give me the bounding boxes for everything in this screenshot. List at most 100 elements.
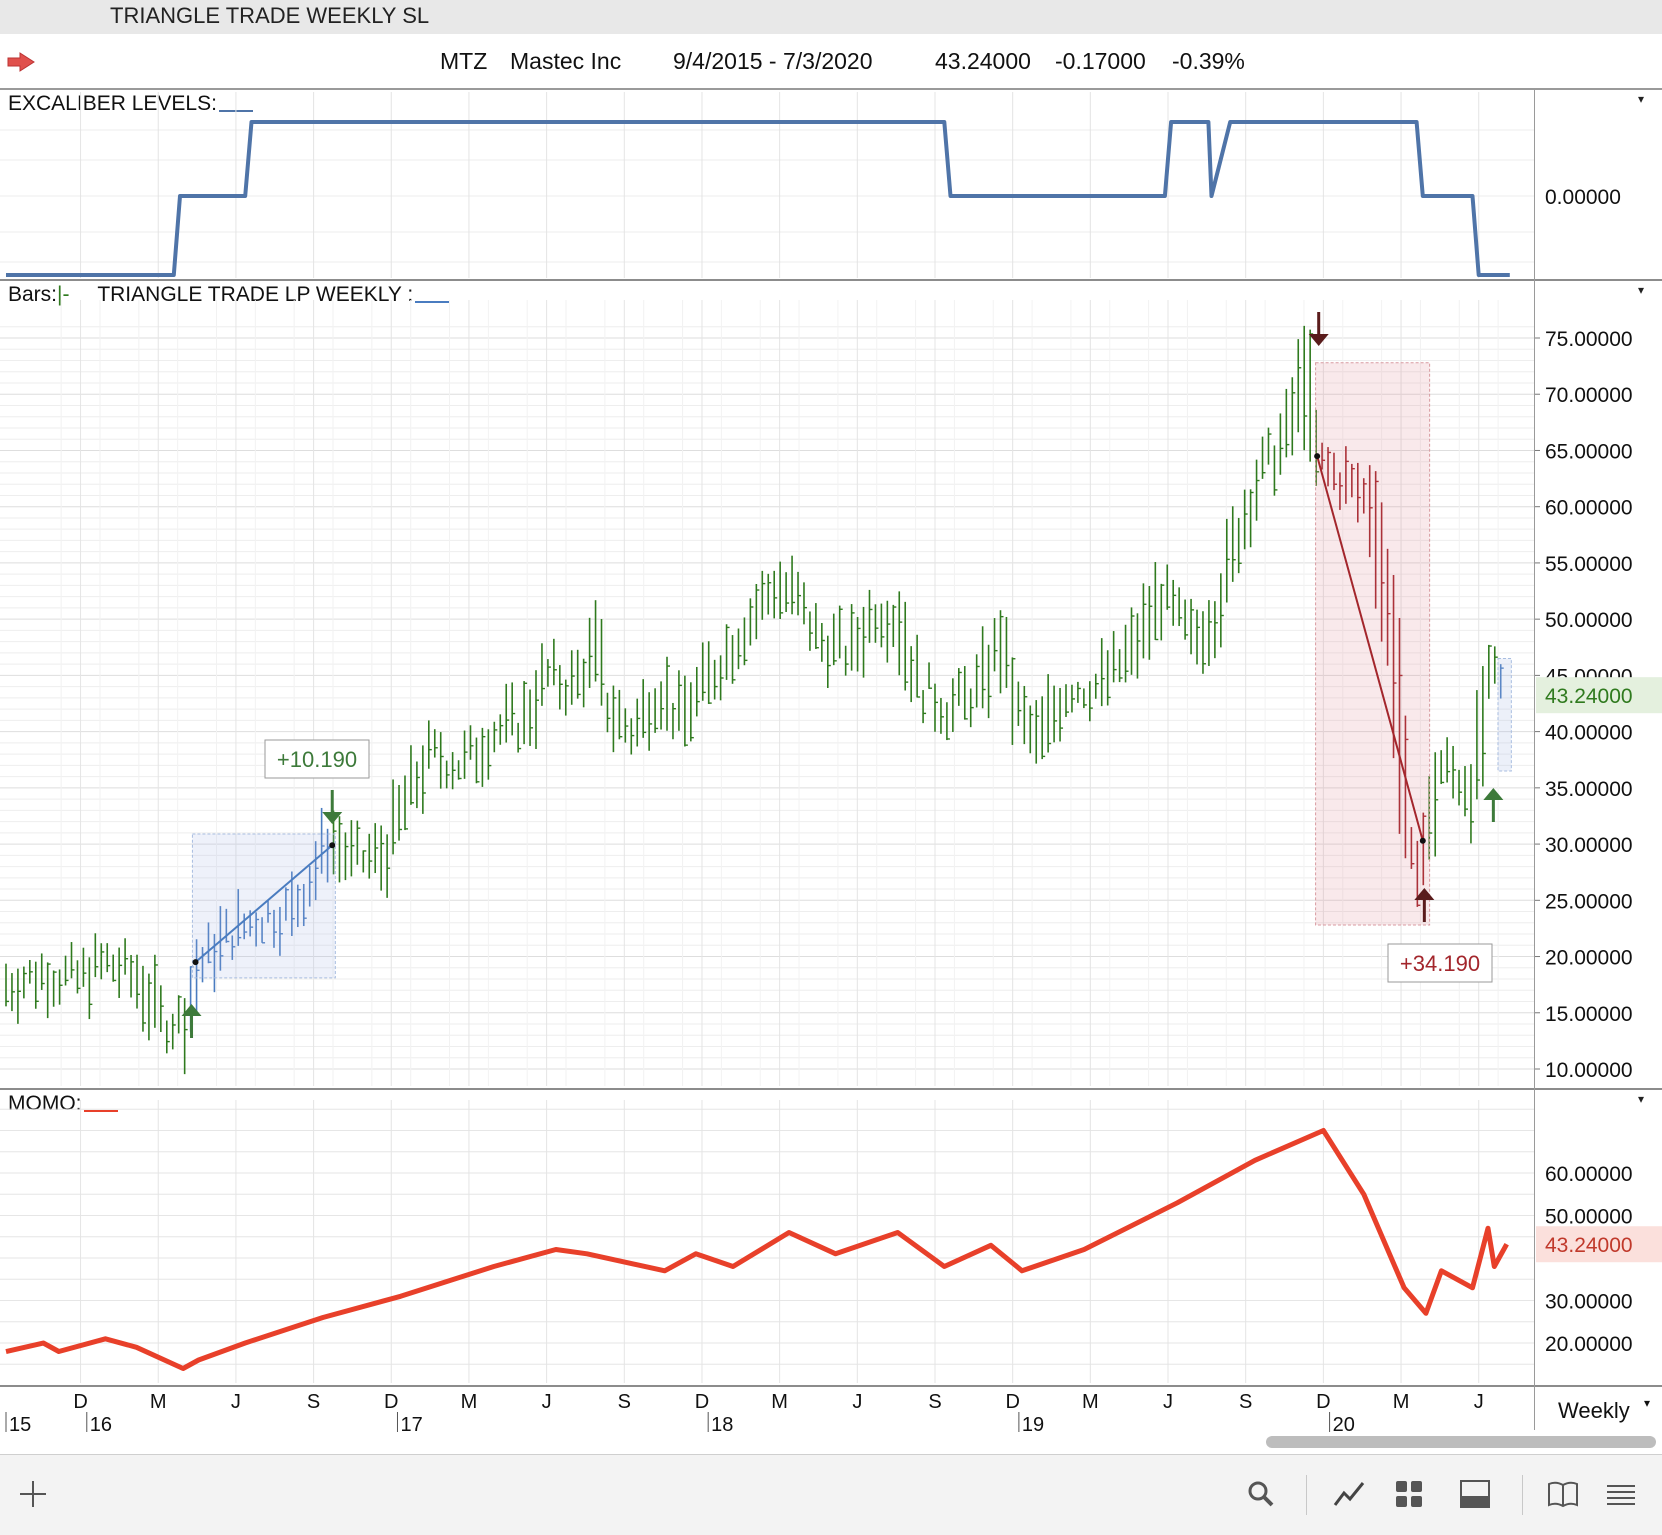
date-range: 9/4/2015 - 7/3/2020 <box>673 48 873 74</box>
momo-axis-label: 60.00000 <box>1545 1163 1633 1186</box>
arrow-head <box>322 812 343 824</box>
price-axis-label: 75.00000 <box>1545 328 1633 351</box>
month-label: M <box>1082 1391 1099 1413</box>
pane-divider <box>0 1385 1662 1387</box>
window-titlebar: TRIANGLE TRADE WEEKLY SL <box>0 0 1662 35</box>
buy-arrow-icon <box>1483 788 1504 822</box>
last-price: 43.24000 <box>935 48 1031 74</box>
short-arrow-icon <box>1308 312 1329 346</box>
momo-axis-label: 20.00000 <box>1545 1333 1633 1356</box>
price-axis-label: 40.00000 <box>1545 722 1633 745</box>
toolbar-separator <box>1306 1475 1307 1515</box>
price-last-badge-text: 43.24000 <box>1545 685 1633 708</box>
month-label: D <box>1005 1391 1019 1413</box>
price-axis-label: 15.00000 <box>1545 1003 1633 1026</box>
levels-pane-menu-icon[interactable]: ▾ <box>1638 92 1645 106</box>
momo-axis-label: 30.00000 <box>1545 1291 1633 1314</box>
arrow-head <box>1483 788 1504 800</box>
trade2-result-label-box <box>1387 943 1493 983</box>
indicator-legend-swatch <box>415 301 450 303</box>
trade2-result-label: +34.190 <box>1387 943 1493 983</box>
exit-dot <box>329 842 336 849</box>
month-label: S <box>618 1391 631 1413</box>
price-axis-label: 10.00000 <box>1545 1059 1633 1082</box>
pane-divider[interactable] <box>0 1088 1662 1090</box>
month-label: S <box>1239 1391 1252 1413</box>
price-change: -0.17000 <box>1055 48 1146 74</box>
menu-icon[interactable] <box>1604 1477 1638 1511</box>
pane-divider[interactable] <box>0 279 1662 281</box>
trade1-result-label-box <box>264 739 370 779</box>
price-axis-label: 25.00000 <box>1545 890 1633 913</box>
short-trade-line <box>1316 455 1424 841</box>
year-label: 17 <box>400 1414 422 1436</box>
layout-icon[interactable] <box>1458 1477 1492 1511</box>
month-label: S <box>928 1391 941 1413</box>
momo-last-badge <box>1536 1226 1662 1263</box>
forward-arrow-icon[interactable] <box>6 51 36 73</box>
year-label: 15 <box>9 1414 31 1436</box>
long-trade-box <box>191 833 336 979</box>
trade2-result-label-text: +34.190 <box>1400 951 1480 976</box>
price-axis-label: 55.00000 <box>1545 553 1633 576</box>
month-label: J <box>231 1391 241 1413</box>
price-axis-label: 20.00000 <box>1545 947 1633 970</box>
price-axis-label: 70.00000 <box>1545 384 1633 407</box>
window-title: TRIANGLE TRADE WEEKLY SL <box>110 3 430 28</box>
add-icon[interactable] <box>16 1477 50 1511</box>
bottom-toolbar <box>0 1454 1662 1535</box>
trade1-result-label-text: +10.190 <box>277 747 357 772</box>
price-pane-label: Bars:|- TRIANGLE TRADE LP WEEKLY : <box>8 283 450 307</box>
arrow-head <box>1308 334 1329 346</box>
year-label: 20 <box>1333 1414 1355 1436</box>
month-label: M <box>461 1391 478 1413</box>
book-icon[interactable] <box>1546 1477 1580 1511</box>
current-trade-box <box>1497 658 1512 772</box>
timeframe-selector[interactable]: Weekly ▾ <box>1536 1390 1662 1434</box>
price-pane-menu-icon[interactable]: ▾ <box>1638 283 1645 297</box>
arrow-head <box>1414 888 1435 900</box>
month-label: J <box>542 1391 552 1413</box>
price-axis-label: 35.00000 <box>1545 778 1633 801</box>
grid-icon[interactable] <box>1392 1477 1426 1511</box>
levels-line <box>6 120 1510 277</box>
entry-dot <box>1314 453 1321 460</box>
buy-arrow-icon <box>181 1004 202 1038</box>
month-label: D <box>1316 1391 1330 1413</box>
levels-label-text: EXCALIBER LEVELS: <box>8 92 217 115</box>
month-label: D <box>73 1391 87 1413</box>
levels-axis-label: 0.00000 <box>1545 186 1621 209</box>
price-axis-label: 60.00000 <box>1545 497 1633 520</box>
arrow-head <box>181 1004 202 1016</box>
trade1-result-label: +10.190 <box>264 739 370 779</box>
indicator-label-text: TRIANGLE TRADE LP WEEKLY : <box>97 283 414 306</box>
month-label: J <box>1163 1391 1173 1413</box>
year-label: 16 <box>90 1414 112 1436</box>
symbol-ticker: MTZ <box>440 48 488 74</box>
month-label: J <box>1474 1391 1484 1413</box>
company-name: Mastec Inc <box>510 48 622 74</box>
month-label: M <box>771 1391 788 1413</box>
horizontal-scrollbar[interactable] <box>1266 1436 1656 1448</box>
right-axis-border <box>1534 90 1535 1430</box>
price-axis-label: 65.00000 <box>1545 440 1633 463</box>
year-label: 18 <box>711 1414 733 1436</box>
exit-dot <box>1419 837 1426 844</box>
symbol-info-bar: MTZ Mastec Inc 9/4/2015 - 7/3/2020 43.24… <box>0 34 1662 90</box>
momo-pane-menu-icon[interactable]: ▾ <box>1638 1092 1645 1106</box>
chart-canvas[interactable]: +10.190 +34.190 75.00000 70.00000 65.00000 6… <box>0 0 1662 1454</box>
momo-axis-label: 50.00000 <box>1545 1206 1633 1229</box>
month-label: J <box>852 1391 862 1413</box>
search-icon[interactable] <box>1244 1477 1278 1511</box>
month-label: M <box>150 1391 167 1413</box>
price-last-badge <box>1536 677 1662 714</box>
draw-icon[interactable] <box>1332 1477 1366 1511</box>
momo-line <box>5 1128 1509 1371</box>
momo-legend-swatch <box>83 1110 118 1112</box>
price-axis-label: 50.00000 <box>1545 609 1633 632</box>
timeframe-chevron-icon: ▾ <box>1644 1396 1651 1410</box>
bars-label-text: Bars: <box>8 283 58 306</box>
year-label: 19 <box>1022 1414 1044 1436</box>
timeframe-label: Weekly <box>1558 1398 1630 1423</box>
long-trade-line <box>194 844 333 963</box>
